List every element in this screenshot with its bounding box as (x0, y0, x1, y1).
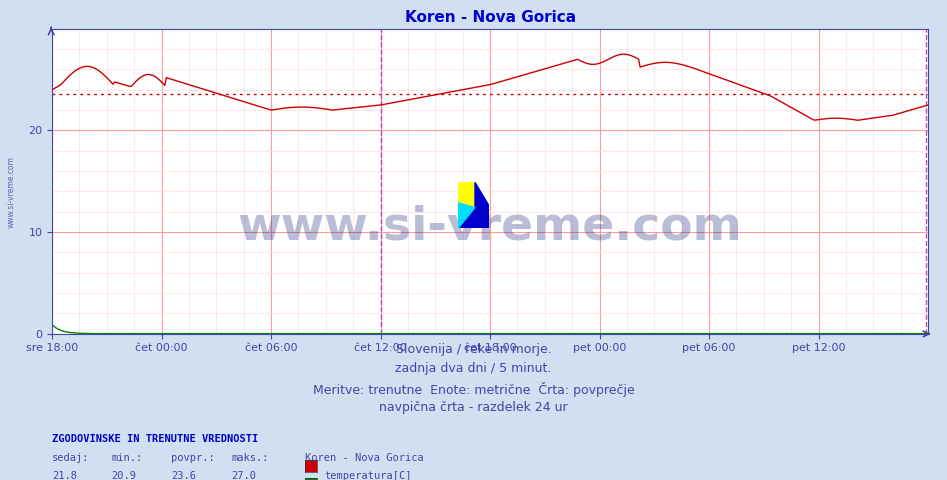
Text: povpr.:: povpr.: (171, 453, 215, 463)
Text: zadnja dva dni / 5 minut.: zadnja dva dni / 5 minut. (395, 362, 552, 375)
Text: Meritve: trenutne  Enote: metrične  Črta: povprečje: Meritve: trenutne Enote: metrične Črta: … (313, 382, 634, 396)
Text: 27.0: 27.0 (231, 471, 256, 480)
Polygon shape (458, 203, 475, 228)
Polygon shape (458, 182, 489, 228)
Text: www.si-vreme.com: www.si-vreme.com (238, 204, 742, 250)
Text: Slovenija / reke in morje.: Slovenija / reke in morje. (396, 343, 551, 356)
Text: 20.9: 20.9 (112, 471, 136, 480)
Text: navpična črta - razdelek 24 ur: navpična črta - razdelek 24 ur (379, 401, 568, 414)
Text: www.si-vreme.com: www.si-vreme.com (7, 156, 16, 228)
Text: 21.8: 21.8 (52, 471, 77, 480)
Text: 23.6: 23.6 (171, 471, 196, 480)
Polygon shape (458, 182, 475, 207)
Text: sedaj:: sedaj: (52, 453, 90, 463)
Text: temperatura[C]: temperatura[C] (325, 471, 412, 480)
Text: min.:: min.: (112, 453, 143, 463)
Text: ZGODOVINSKE IN TRENUTNE VREDNOSTI: ZGODOVINSKE IN TRENUTNE VREDNOSTI (52, 434, 259, 444)
Text: Koren - Nova Gorica: Koren - Nova Gorica (305, 453, 423, 463)
Text: maks.:: maks.: (231, 453, 269, 463)
Title: Koren - Nova Gorica: Koren - Nova Gorica (404, 10, 576, 25)
